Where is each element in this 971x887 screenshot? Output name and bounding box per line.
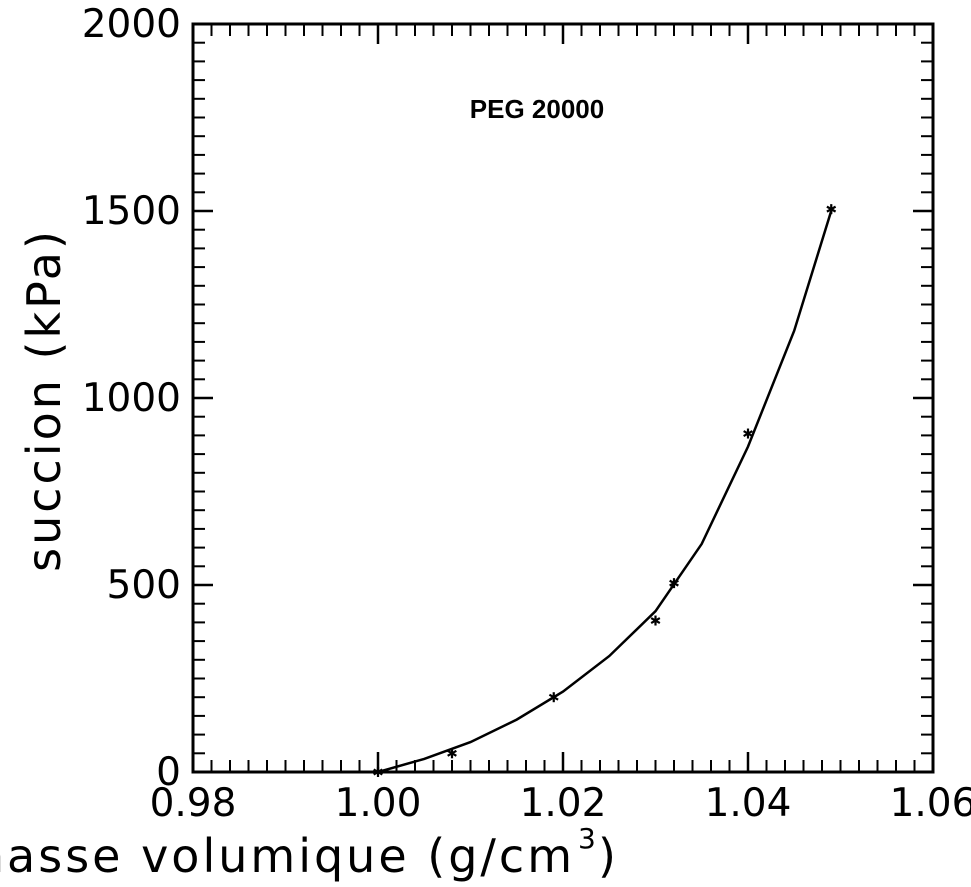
x-tick-label: 1.04 (705, 781, 792, 826)
plot-frame (191, 22, 935, 774)
x-tick-label: 0.98 (150, 781, 237, 826)
y-tick-label: 2000 (82, 2, 181, 47)
y-tick-label: 1500 (82, 189, 181, 234)
data-point (548, 692, 559, 703)
data-points (373, 204, 837, 777)
x-axis-title: masse volumique (g/cm (0, 829, 575, 883)
x-tick-label: 1.06 (890, 781, 971, 826)
y-tick-labels: 0 500 1000 1500 2000 (82, 2, 181, 795)
fit-curve (377, 210, 833, 774)
x-tick-labels: 0.98 1.00 1.02 1.04 1.06 (150, 781, 971, 826)
x-axis-title-close: ) (598, 829, 619, 883)
data-point (447, 748, 457, 759)
data-point (669, 578, 679, 589)
x-tick-label: 1.02 (520, 781, 607, 826)
major-ticks (191, 22, 935, 774)
annotation-label: PEG 20000 (470, 94, 604, 124)
y-tick-label: 0 (156, 750, 181, 795)
x-axis-title-superscript: 3 (578, 822, 596, 855)
data-point (743, 428, 753, 439)
y-tick-label: 500 (107, 563, 181, 608)
x-tick-label: 1.00 (335, 781, 422, 826)
data-point (650, 615, 661, 626)
data-point (373, 767, 383, 777)
y-axis-title: succion (kPa) (17, 228, 71, 572)
y-tick-label: 1000 (82, 376, 181, 421)
minor-ticks (193, 24, 933, 772)
data-point (826, 204, 837, 215)
